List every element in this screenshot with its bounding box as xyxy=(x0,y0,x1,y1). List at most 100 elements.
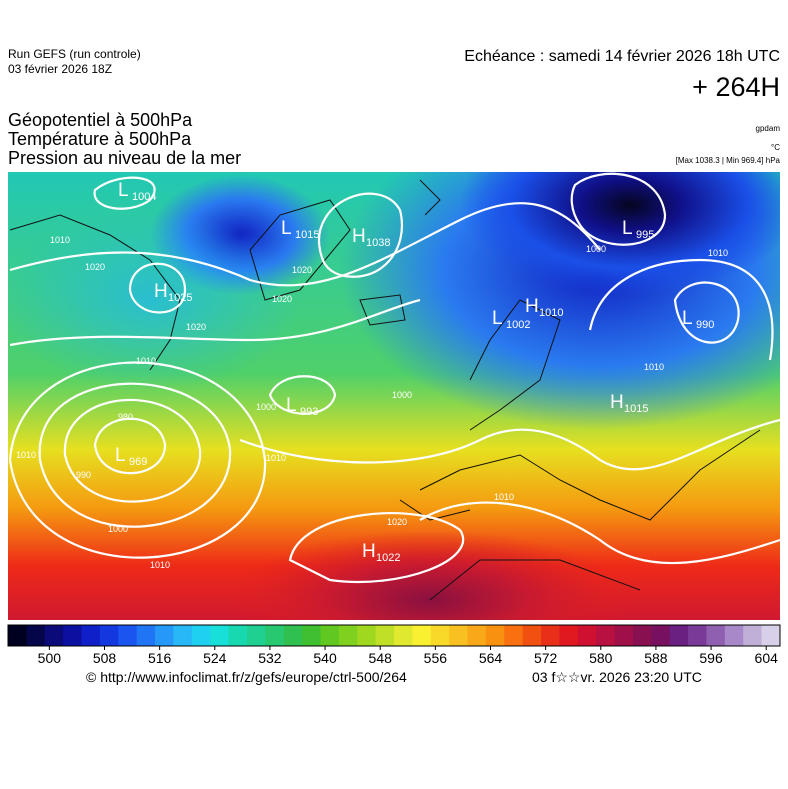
center-value: 1015 xyxy=(295,229,319,241)
colorbar-cell xyxy=(99,625,119,646)
colorbar-cell xyxy=(338,625,358,646)
colorbar-cell xyxy=(8,625,27,646)
source-link: © http://www.infoclimat.fr/z/gefs/europe… xyxy=(86,669,407,685)
center-value: 969 xyxy=(129,456,147,468)
center-type: H xyxy=(154,281,168,302)
colorbar-cell xyxy=(669,625,689,646)
colorbar-tick-label: 540 xyxy=(313,650,337,666)
colorbar-cell xyxy=(210,625,230,646)
field-name: Température à 500hPa xyxy=(8,129,192,149)
lead-time: + 264H xyxy=(692,72,780,102)
colorbar-cell xyxy=(81,625,101,646)
colorbar-cell xyxy=(63,625,83,646)
colorbar-cell xyxy=(541,625,560,646)
colorbar-cell xyxy=(357,625,377,646)
colorbar-cell xyxy=(651,625,671,646)
colorbar-cell xyxy=(596,625,616,646)
colorbar-cell xyxy=(743,625,763,646)
unit-geopotential: gpdam xyxy=(756,124,781,133)
center-type: L xyxy=(281,218,292,239)
colorbar-tick-label: 516 xyxy=(148,650,172,666)
colorbar-cell xyxy=(688,625,707,646)
colorbar-cell xyxy=(44,625,64,646)
isobar-label: 1020 xyxy=(186,322,206,332)
colorbar-cell xyxy=(504,625,524,646)
isobar-label: 1000 xyxy=(108,524,128,534)
colorbar-cell xyxy=(577,625,597,646)
center-value: 1025 xyxy=(168,292,192,304)
colorbar-tick-label: 596 xyxy=(699,650,723,666)
colorbar-cell xyxy=(449,625,469,646)
center-type: H xyxy=(610,392,624,413)
colorbar-cell xyxy=(283,625,303,646)
colorbar-cell xyxy=(136,625,156,646)
isobar-label: 1010 xyxy=(136,356,156,366)
colorbar-cell xyxy=(228,625,248,646)
map xyxy=(8,172,780,620)
run-name: Run GEFS (run controle) xyxy=(8,47,141,61)
isobar-label: 1000 xyxy=(586,244,606,254)
colorbar-cell xyxy=(26,625,46,646)
field-name: Géopotentiel à 500hPa xyxy=(8,110,193,130)
colorbar-cell xyxy=(632,625,652,646)
colorbar-cell xyxy=(320,625,340,646)
colorbar-cell xyxy=(706,625,726,646)
colorbar-cell xyxy=(412,625,432,646)
colorbar-tick-label: 588 xyxy=(644,650,668,666)
isobar-label: 1020 xyxy=(85,262,105,272)
colorbar-cell xyxy=(155,625,174,646)
unit-temperature: °C xyxy=(771,143,780,152)
isobar-label: 1010 xyxy=(266,453,286,463)
isobar-label: 1010 xyxy=(150,560,170,570)
colorbar-cell xyxy=(302,625,321,646)
colorbar-cell xyxy=(614,625,634,646)
colorbar-cell xyxy=(485,625,505,646)
colorbar-cell xyxy=(118,625,138,646)
center-value: 1015 xyxy=(624,403,648,415)
colorbar-frame xyxy=(7,624,781,647)
colorbar-cell xyxy=(394,625,413,646)
colorbar-cell xyxy=(467,625,487,646)
isobar-label: 1020 xyxy=(272,294,292,304)
center-type: L xyxy=(622,218,633,239)
unit-pressure: [Max 1038.3 | Min 969.4] hPa xyxy=(676,156,781,165)
colorbar-cell xyxy=(375,625,395,646)
center-value: 1004 xyxy=(132,191,156,203)
center-type: H xyxy=(362,541,376,562)
center-value: 990 xyxy=(696,319,714,331)
center-value: 1038 xyxy=(366,237,390,249)
field-name: Pression au niveau de la mer xyxy=(8,148,241,168)
isobar-label: 1000 xyxy=(392,390,412,400)
isobar-label: 1010 xyxy=(644,362,664,372)
isobar-label: 1010 xyxy=(16,450,36,460)
center-value: 1022 xyxy=(376,552,400,564)
colorbar-tick-label: 500 xyxy=(38,650,62,666)
isobar-label: 1020 xyxy=(292,265,312,275)
center-value: 995 xyxy=(636,229,654,241)
run-date: 03 février 2026 18Z xyxy=(8,62,112,76)
center-type: L xyxy=(492,308,503,329)
center-type: L xyxy=(682,308,693,329)
center-type: H xyxy=(525,296,539,317)
isobar-label: 1010 xyxy=(50,235,70,245)
colorbar-tick-label: 604 xyxy=(755,650,779,666)
colorbar-tick-label: 580 xyxy=(589,650,613,666)
colorbar-tick-label: 524 xyxy=(203,650,227,666)
colorbar-cell xyxy=(246,625,266,646)
isobar-label: 990 xyxy=(76,470,91,480)
colorbar-tick-label: 556 xyxy=(424,650,448,666)
colorbar-cell xyxy=(191,625,211,646)
colorbar-cell xyxy=(559,625,579,646)
center-value: 1010 xyxy=(539,307,563,319)
center-value: 993 xyxy=(300,406,318,418)
colorbar-tick-label: 532 xyxy=(258,650,282,666)
isobar-label: 1000 xyxy=(256,402,276,412)
isobar-label: 980 xyxy=(118,412,133,422)
generated-time: 03 f☆☆vr. 2026 23:20 UTC xyxy=(532,669,702,685)
colorbar-cell xyxy=(724,625,744,646)
center-type: L xyxy=(286,395,297,416)
center-type: L xyxy=(115,445,126,466)
colorbar-tick-label: 548 xyxy=(369,650,393,666)
